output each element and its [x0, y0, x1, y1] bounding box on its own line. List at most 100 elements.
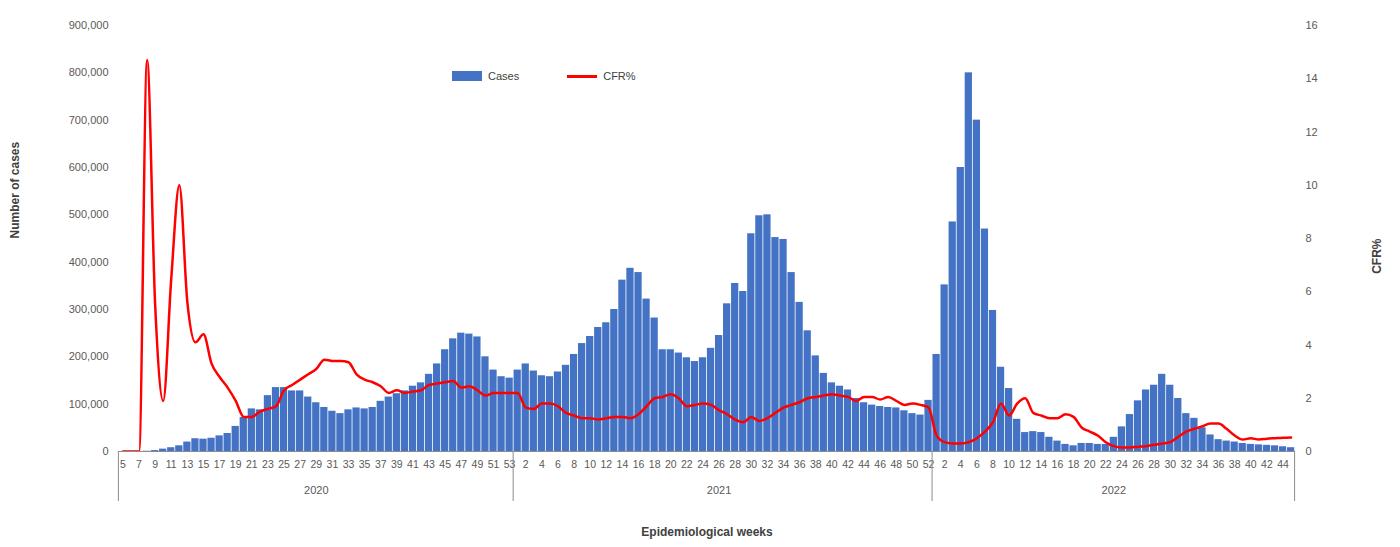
svg-text:32: 32 [1180, 458, 1192, 470]
svg-text:4: 4 [1306, 339, 1312, 351]
svg-text:12: 12 [1306, 126, 1318, 138]
svg-text:2022: 2022 [1102, 484, 1126, 496]
svg-text:40: 40 [826, 458, 838, 470]
svg-text:30: 30 [1164, 458, 1176, 470]
svg-text:22: 22 [681, 458, 693, 470]
svg-text:6: 6 [974, 458, 980, 470]
svg-text:38: 38 [810, 458, 822, 470]
svg-text:45: 45 [439, 458, 451, 470]
svg-text:700,000: 700,000 [69, 114, 109, 126]
svg-text:16: 16 [633, 458, 645, 470]
svg-text:11: 11 [166, 458, 177, 470]
html-text:Cases: Cases [488, 70, 520, 82]
svg-text:28: 28 [1148, 458, 1160, 470]
svg-text:2: 2 [1306, 392, 1312, 404]
svg-text:32: 32 [762, 458, 774, 470]
svg-text:42: 42 [1261, 458, 1273, 470]
html-text:CFR%: CFR% [603, 70, 636, 82]
svg-text:20: 20 [1084, 458, 1096, 470]
svg-text:41: 41 [407, 458, 419, 470]
svg-text:25: 25 [278, 458, 290, 470]
svg-text:4: 4 [539, 458, 545, 470]
svg-text:2: 2 [523, 458, 529, 470]
svg-text:800,000: 800,000 [69, 66, 109, 78]
svg-text:0: 0 [1306, 445, 1312, 457]
svg-text:20: 20 [665, 458, 677, 470]
svg-text:35: 35 [359, 458, 371, 470]
svg-text:10: 10 [584, 458, 596, 470]
svg-text:24: 24 [1116, 458, 1128, 470]
svg-text:51: 51 [488, 458, 500, 470]
svg-text:24: 24 [697, 458, 709, 470]
svg-text:33: 33 [343, 458, 355, 470]
svg-text:29: 29 [310, 458, 322, 470]
svg-text:14: 14 [1035, 458, 1047, 470]
svg-text:37: 37 [375, 458, 387, 470]
svg-text:500,000: 500,000 [69, 208, 109, 220]
svg-text:23: 23 [262, 458, 274, 470]
svg-text:Epidemiological weeks: Epidemiological weeks [641, 525, 773, 539]
svg-text:14: 14 [1306, 72, 1318, 84]
svg-text:2021: 2021 [707, 484, 731, 496]
svg-text:10: 10 [1306, 179, 1318, 191]
svg-text:50: 50 [907, 458, 919, 470]
svg-text:22: 22 [1100, 458, 1112, 470]
svg-text:5: 5 [120, 458, 126, 470]
svg-text:300,000: 300,000 [69, 303, 109, 315]
svg-text:30: 30 [745, 458, 757, 470]
svg-text:21: 21 [246, 458, 258, 470]
svg-text:14: 14 [617, 458, 629, 470]
svg-text:12: 12 [1019, 458, 1031, 470]
svg-text:34: 34 [778, 458, 790, 470]
svg-text:8: 8 [571, 458, 577, 470]
svg-text:44: 44 [858, 458, 870, 470]
svg-text:12: 12 [600, 458, 612, 470]
svg-text:7: 7 [136, 458, 142, 470]
svg-text:26: 26 [1132, 458, 1144, 470]
svg-text:47: 47 [455, 458, 467, 470]
svg-text:31: 31 [327, 458, 339, 470]
svg-text:36: 36 [794, 458, 806, 470]
svg-text:38: 38 [1229, 458, 1241, 470]
svg-text:19: 19 [230, 458, 242, 470]
svg-text:26: 26 [713, 458, 725, 470]
svg-text:2: 2 [942, 458, 948, 470]
svg-text:34: 34 [1197, 458, 1209, 470]
svg-text:42: 42 [842, 458, 854, 470]
svg-text:46: 46 [874, 458, 886, 470]
svg-text:40: 40 [1245, 458, 1257, 470]
svg-text:18: 18 [1068, 458, 1080, 470]
svg-text:6: 6 [555, 458, 561, 470]
svg-text:2020: 2020 [304, 484, 328, 496]
svg-text:CFR%: CFR% [1370, 238, 1384, 274]
svg-text:48: 48 [890, 458, 902, 470]
svg-text:200,000: 200,000 [69, 350, 109, 362]
svg-text:4: 4 [958, 458, 964, 470]
svg-text:53: 53 [504, 458, 516, 470]
svg-text:8: 8 [1306, 232, 1312, 244]
svg-text:9: 9 [152, 458, 158, 470]
svg-text:18: 18 [649, 458, 661, 470]
svg-text:Number of cases: Number of cases [8, 141, 22, 238]
svg-text:28: 28 [729, 458, 741, 470]
svg-text:15: 15 [198, 458, 210, 470]
svg-text:39: 39 [391, 458, 403, 470]
svg-text:600,000: 600,000 [69, 161, 109, 173]
svg-text:17: 17 [214, 458, 226, 470]
svg-text:900,000: 900,000 [69, 19, 109, 31]
svg-text:52: 52 [923, 458, 935, 470]
svg-text:27: 27 [294, 458, 306, 470]
svg-text:43: 43 [423, 458, 435, 470]
svg-text:400,000: 400,000 [69, 256, 109, 268]
svg-text:100,000: 100,000 [69, 398, 109, 410]
svg-text:0: 0 [102, 445, 108, 457]
svg-text:8: 8 [990, 458, 996, 470]
svg-text:16: 16 [1052, 458, 1064, 470]
svg-text:10: 10 [1003, 458, 1015, 470]
svg-text:36: 36 [1213, 458, 1225, 470]
svg-text:49: 49 [472, 458, 484, 470]
svg-text:16: 16 [1306, 19, 1318, 31]
svg-text:44: 44 [1277, 458, 1289, 470]
svg-text:13: 13 [182, 458, 194, 470]
svg-text:6: 6 [1306, 285, 1312, 297]
